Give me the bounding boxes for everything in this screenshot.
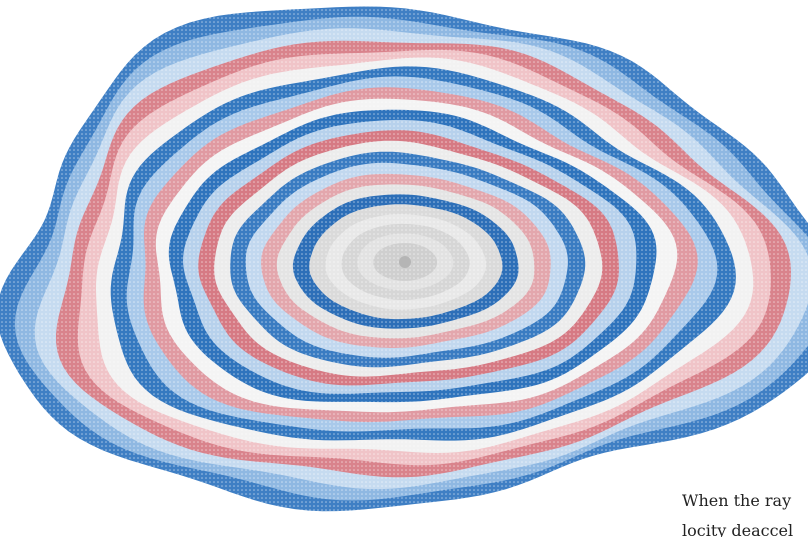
- caption-line: When the ray: [682, 491, 792, 510]
- caption-line: locity deaccel: [682, 521, 794, 537]
- ring-center: [399, 256, 411, 268]
- caption: When the ray locity deaccel: [680, 486, 808, 537]
